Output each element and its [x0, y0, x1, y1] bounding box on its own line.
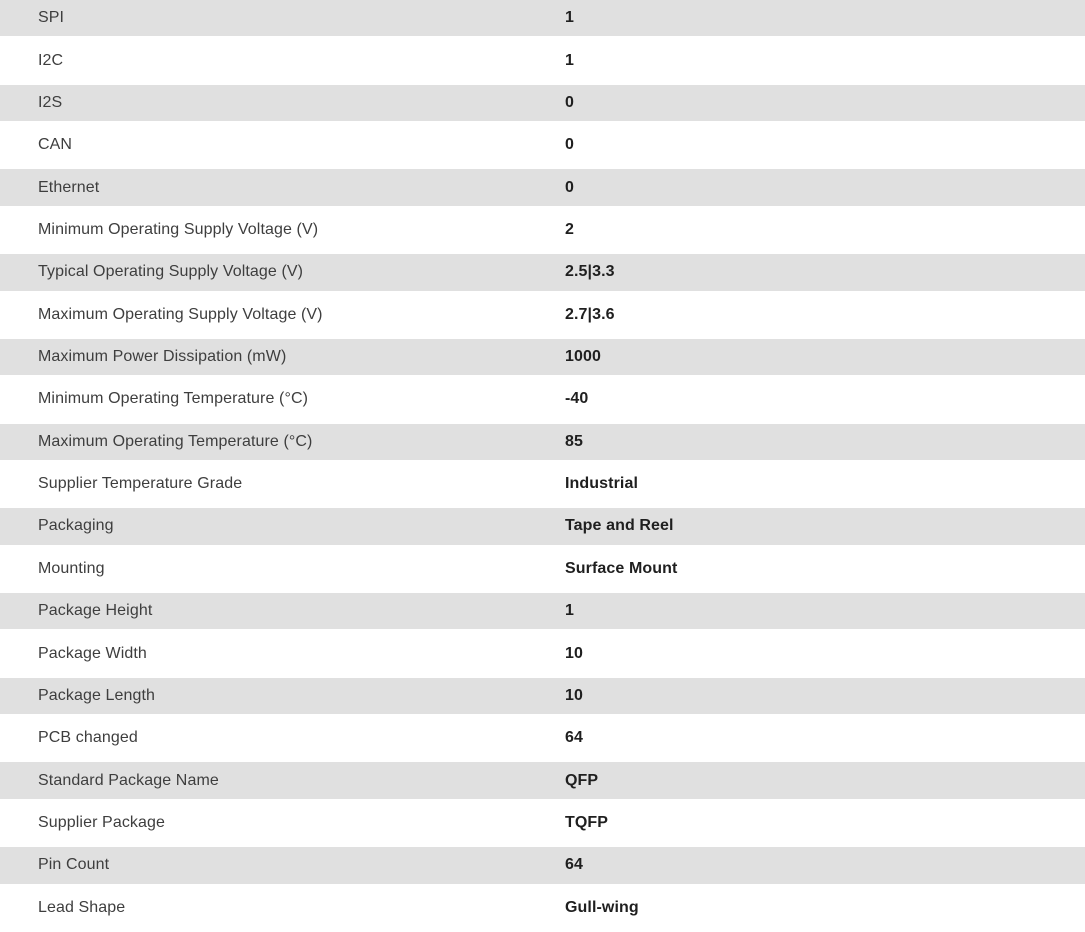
spec-value: Tape and Reel — [565, 517, 674, 535]
spec-row: Minimum Operating Supply Voltage (V) 2 — [0, 212, 1085, 255]
spec-label: Standard Package Name — [38, 771, 219, 789]
spec-row: Supplier Temperature Grade Industrial — [0, 466, 1085, 509]
spec-value: Gull-wing — [565, 898, 639, 916]
spec-row: Standard Package Name QFP — [0, 762, 1085, 805]
spec-value: 1000 — [565, 348, 601, 366]
spec-label: Mounting — [38, 559, 105, 577]
spec-value: 64 — [565, 729, 583, 747]
spec-label: Package Length — [38, 686, 156, 704]
spec-value: Industrial — [565, 475, 639, 493]
spec-label: Pin Count — [38, 856, 110, 874]
spec-row: Supplier Package TQFP — [0, 805, 1085, 848]
spec-value: 1 — [565, 602, 574, 620]
spec-row: Pin Count 64 — [0, 847, 1085, 890]
spec-row: Package Width 10 — [0, 635, 1085, 678]
spec-value: 1 — [565, 51, 574, 69]
spec-label: I2S — [38, 93, 63, 111]
spec-row: Maximum Operating Temperature (°C) 85 — [0, 423, 1085, 466]
spec-row: I2C 1 — [0, 42, 1085, 85]
spec-value: 1 — [565, 9, 574, 27]
spec-label: Packaging — [38, 517, 114, 535]
spec-value: 10 — [565, 686, 583, 704]
spec-label: Supplier Package — [38, 814, 166, 831]
spec-label: SPI — [38, 9, 65, 27]
spec-value: -40 — [565, 390, 589, 408]
spec-value: 2.5|3.3 — [565, 263, 615, 281]
spec-label: Package Height — [38, 602, 153, 620]
spec-row: SPI 1 — [0, 0, 1085, 43]
spec-value: 0 — [565, 93, 574, 111]
spec-value: 85 — [565, 432, 583, 450]
spec-value: TQFP — [565, 814, 609, 831]
spec-row: Maximum Operating Supply Voltage (V) 2.7|… — [0, 297, 1085, 339]
spec-row: Typical Operating Supply Voltage (V) 2.5|… — [0, 254, 1085, 297]
spec-value: 2 — [565, 220, 574, 238]
spec-row: Minimum Operating Temperature (°C) -40 — [0, 381, 1085, 424]
spec-value: QFP — [565, 771, 599, 789]
spec-label: Package Width — [38, 644, 147, 662]
spec-row: CAN 0 — [0, 127, 1085, 170]
spec-row: Maximum Power Dissipation (mW) 1000 — [0, 338, 1085, 382]
spec-label: Maximum Operating Temperature (°C) — [38, 432, 313, 450]
spec-value: 64 — [565, 856, 583, 874]
spec-label: I2C — [38, 51, 64, 69]
spec-row: Package Height 1 — [0, 593, 1085, 636]
spec-label: Minimum Operating Supply Voltage (V) — [38, 220, 319, 238]
spec-label: Maximum Power Dissipation (mW) — [38, 348, 287, 366]
spec-label: CAN — [38, 136, 73, 154]
spec-row: Packaging Tape and Reel — [0, 508, 1085, 551]
spec-value: Surface Mount — [565, 559, 678, 577]
spec-label: Typical Operating Supply Voltage (V) — [38, 263, 304, 281]
spec-value: 0 — [565, 178, 574, 196]
spec-row: Lead Shape Gull-wing — [0, 890, 1085, 932]
spec-label: Minimum Operating Temperature (°C) — [38, 390, 309, 408]
spec-row: PCB changed 64 — [0, 720, 1085, 763]
spec-row: Ethernet 0 — [0, 169, 1085, 212]
spec-value: 0 — [565, 136, 574, 154]
spec-label: Lead Shape — [38, 898, 126, 916]
spec-label: Supplier Temperature Grade — [38, 475, 243, 493]
spec-value: 2.7|3.6 — [565, 305, 615, 323]
spec-value: 10 — [565, 644, 583, 662]
spec-row: Package Length 10 — [0, 677, 1085, 721]
spec-label: Ethernet — [38, 178, 100, 196]
spec-label: PCB changed — [38, 729, 138, 747]
spec-row: I2S 0 — [0, 84, 1085, 128]
spec-row: Mounting Surface Mount — [0, 551, 1085, 594]
spec-label: Maximum Operating Supply Voltage (V) — [38, 305, 323, 323]
